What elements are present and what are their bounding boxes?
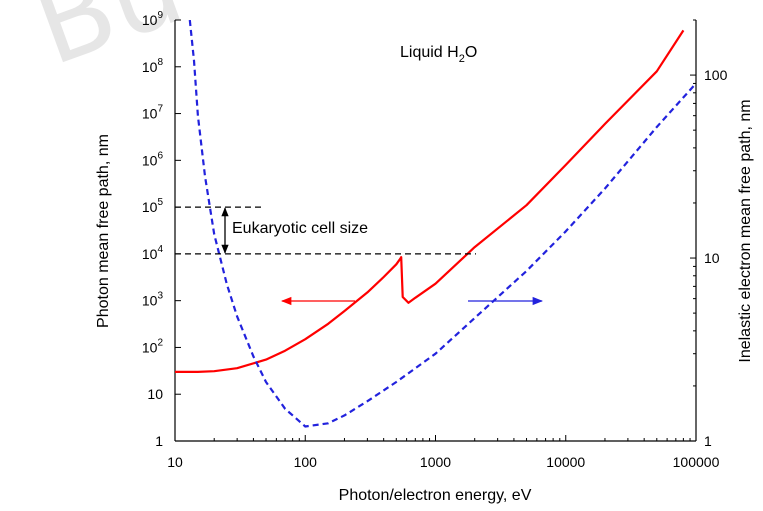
y-left-tick-label: 103 — [142, 291, 164, 309]
y-left-tick-label: 104 — [142, 244, 164, 262]
x-tick-label: 100 — [294, 454, 318, 470]
y-right-tick-label: 1 — [704, 433, 712, 449]
y-left-tick-label: 10 — [147, 386, 163, 402]
series-layer — [175, 20, 696, 428]
y-left-tick-label: 107 — [142, 104, 164, 122]
y-axis-right-title: Inelastic electron mean free path, nm — [737, 99, 754, 362]
electron-series-line — [188, 20, 696, 428]
axes: 10 100 1000 10000 10000011010210310410510610… — [142, 10, 728, 470]
annotations — [175, 206, 544, 306]
x-tick-label: 10 — [167, 454, 183, 470]
y-right-tick-label: 100 — [704, 67, 728, 83]
photon-series-line — [175, 29, 685, 373]
y-axis-left-title: Photon mean free path, nm — [95, 134, 112, 328]
x-axis-title: Photon/electron energy, eV — [339, 487, 532, 504]
x-tick-label: 100000 — [673, 454, 720, 470]
x-tick-label: 10000 — [546, 454, 585, 470]
chart-title: Liquid H2O — [400, 44, 477, 65]
y-left-tick-label: 109 — [142, 10, 164, 28]
y-left-tick-label: 1 — [155, 433, 163, 449]
y-left-tick-label: 105 — [142, 197, 164, 215]
y-left-tick-label: 102 — [142, 337, 164, 355]
y-left-tick-label: 108 — [142, 57, 164, 75]
cell-size-annotation: Eukaryotic cell size — [232, 220, 368, 237]
y-left-tick-label: 106 — [142, 150, 164, 168]
x-tick-label: 1000 — [420, 454, 451, 470]
y-right-tick-label: 10 — [704, 250, 720, 266]
